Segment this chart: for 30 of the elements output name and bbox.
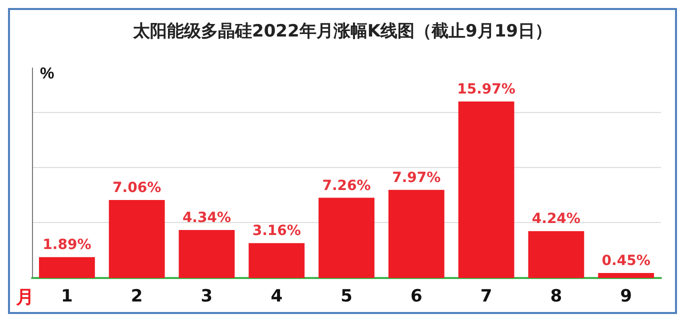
bar <box>248 243 305 278</box>
bar <box>528 231 584 278</box>
data-label: 7.97% <box>392 170 441 186</box>
data-label: 0.45% <box>602 253 650 270</box>
data-label: 7.06% <box>112 180 162 196</box>
bar <box>458 101 514 278</box>
x-tick-label: 8 <box>550 286 562 306</box>
data-label: 3.16% <box>252 223 301 240</box>
data-label: 4.24% <box>532 211 580 228</box>
y-axis-title: % <box>40 66 54 82</box>
data-label: 15.97% <box>457 81 516 98</box>
x-tick-label: 2 <box>130 286 143 306</box>
data-label: 7.26% <box>322 178 371 194</box>
x-tick-label: 6 <box>410 286 422 306</box>
data-label: 1.89% <box>42 237 92 254</box>
x-tick-label: 5 <box>340 286 352 306</box>
x-tick-label: 3 <box>200 286 213 306</box>
x-tick-label: 1 <box>61 286 73 306</box>
bar <box>178 230 235 278</box>
x-tick-label: 4 <box>270 286 283 306</box>
bar <box>108 200 165 278</box>
bar <box>318 198 374 278</box>
bar <box>598 273 654 278</box>
x-tick-label: 9 <box>620 286 632 306</box>
x-tick-label: 7 <box>480 286 492 306</box>
bar <box>38 257 95 278</box>
bar <box>388 190 444 278</box>
data-label: 4.34% <box>182 210 232 226</box>
chart-title: 太阳能级多晶硅2022年月涨幅K线图（截止9月19日） <box>132 22 552 42</box>
x-axis-title: 月 <box>15 287 34 307</box>
